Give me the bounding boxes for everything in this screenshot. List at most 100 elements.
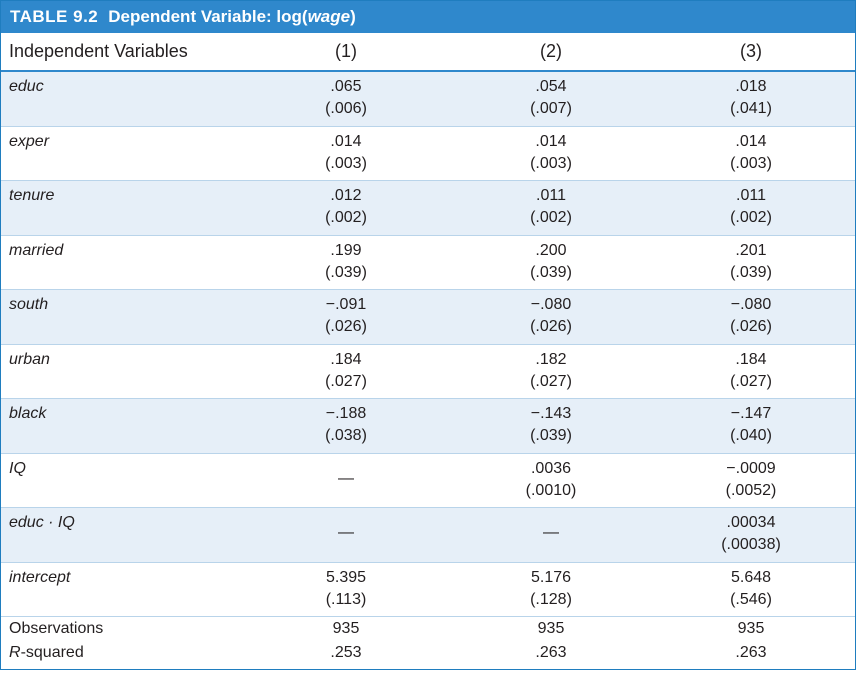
coef-cell-col-1: .065 (.006)	[241, 72, 451, 120]
header-col-2: (2)	[540, 41, 562, 61]
coef-cell-col-1: 5.395 (.113)	[241, 563, 451, 611]
coef-cell-col-2: −.143 (.039)	[451, 399, 651, 447]
coef-cell-col-3: .011 (.002)	[651, 181, 851, 229]
rsquared-label-rest: -squared	[20, 644, 84, 661]
standard-error: (.003)	[325, 154, 367, 172]
variable-name: urban	[9, 350, 50, 368]
coefficient-estimate: .018	[735, 78, 767, 95]
header-independent-variables: Independent Variables	[9, 41, 188, 61]
coef-cell-col-2: .011 (.002)	[451, 181, 651, 229]
coef-cell-col-1: .199 (.039)	[241, 236, 451, 284]
rsquared-col-2: .263	[535, 644, 567, 661]
coef-cell-col-2: .014 (.003)	[451, 127, 651, 175]
coef-cell-col-1: —	[241, 454, 451, 490]
table-number: TABLE 9.2	[10, 7, 99, 26]
rsquared-row: R-squared .253 .263 .263	[1, 641, 851, 665]
standard-error: (.040)	[730, 427, 772, 444]
table-caption-close: )	[350, 7, 356, 26]
standard-error: (.027)	[730, 372, 772, 390]
coef-cell-col-2: .182 (.027)	[451, 345, 651, 393]
coef-cell-col-2: .200 (.039)	[451, 236, 651, 284]
table-row: tenure .012 (.002) .011 (.002) .011 (.002)	[1, 181, 855, 236]
coef-cell-col-3: .014 (.003)	[651, 127, 851, 175]
coef-cell-col-1: −.091 (.026)	[241, 290, 451, 338]
observations-col-1: 935	[332, 620, 360, 637]
standard-error: (.007)	[530, 100, 572, 117]
table-body: educ .065 (.006) .054 (.007) .018 (.041) exper.…	[1, 72, 855, 617]
coef-cell-col-3: .018 (.041)	[651, 72, 851, 120]
table-title: TABLE 9.2 Dependent Variable: log(wage)	[1, 1, 855, 33]
coefficient-estimate: .014	[535, 132, 567, 150]
table-row: intercept 5.395 (.113) 5.176 (.128) 5.648 (.54…	[1, 563, 855, 617]
standard-error: (.027)	[530, 372, 572, 390]
coef-cell-col-1: .014 (.003)	[241, 127, 451, 175]
standard-error: (.0052)	[725, 481, 777, 499]
coefficient-estimate: —	[338, 524, 354, 541]
standard-error: (.006)	[325, 100, 367, 117]
coef-cell-col-3: .201 (.039)	[651, 236, 851, 284]
standard-error: (.026)	[325, 318, 367, 335]
coefficient-estimate: −.188	[325, 405, 367, 422]
rsquared-col-1: .253	[330, 644, 362, 661]
standard-error: (.003)	[530, 154, 572, 172]
observations-label: Observations	[9, 620, 104, 637]
table-row: south −.091 (.026) −.080 (.026) −.080 (.026)	[1, 290, 855, 345]
variable-name: exper	[9, 132, 50, 150]
coefficient-estimate: —	[338, 469, 354, 487]
coef-cell-col-2: 5.176 (.128)	[451, 563, 651, 611]
coefficient-estimate: .011	[736, 187, 766, 204]
table-header-row: Independent Variables (1) (2) (3)	[1, 33, 855, 72]
coefficient-estimate: 5.395	[325, 568, 367, 586]
coefficient-estimate: .065	[330, 78, 362, 95]
coefficient-estimate: .200	[535, 241, 567, 259]
variable-name: tenure	[9, 187, 55, 204]
coefficient-estimate: .184	[330, 350, 362, 368]
coef-cell-col-3: .184 (.027)	[651, 345, 851, 393]
coefficient-estimate: −.143	[530, 405, 572, 422]
coefficient-estimate: −.080	[530, 296, 572, 313]
standard-error: (.039)	[530, 427, 572, 444]
coefficient-estimate: .011	[536, 187, 566, 204]
variable-name: educ	[9, 78, 44, 95]
rsquared-label-r: R	[9, 644, 21, 661]
coefficient-estimate: −.080	[730, 296, 772, 313]
coef-cell-col-3: 5.648 (.546)	[651, 563, 851, 611]
coefficient-estimate: .054	[535, 78, 567, 95]
table-row: married .199 (.039) .200 (.039) .201 (.039)	[1, 236, 855, 290]
table-caption-var: wage	[307, 7, 351, 26]
standard-error: (.026)	[730, 318, 772, 335]
coef-cell-col-3: −.080 (.026)	[651, 290, 851, 338]
coefficient-estimate: .201	[735, 241, 767, 259]
standard-error: (.128)	[530, 590, 572, 608]
coefficient-estimate: .00034	[726, 514, 776, 531]
standard-error: (.113)	[325, 590, 367, 608]
table-row: IQ — .0036 (.0010) −.0009 (.0052)	[1, 454, 855, 508]
variable-name: intercept	[9, 568, 71, 586]
coefficient-estimate: −.0009	[726, 459, 776, 477]
coefficient-estimate: 5.176	[530, 568, 572, 586]
standard-error: (.003)	[730, 154, 772, 172]
variable-name: married	[9, 241, 64, 259]
coef-cell-col-2: −.080 (.026)	[451, 290, 651, 338]
variable-name: educ · IQ	[9, 514, 75, 531]
variable-name: IQ	[9, 459, 26, 477]
observations-col-3: 935	[737, 620, 765, 637]
rsquared-col-3: .263	[735, 644, 767, 661]
standard-error: (.026)	[530, 318, 572, 335]
table-row: exper .014 (.003) .014 (.003) .014 (.003)	[1, 127, 855, 181]
coef-cell-col-1: —	[241, 508, 451, 544]
coef-cell-col-3: .00034 (.00038)	[651, 508, 851, 556]
standard-error: (.027)	[325, 372, 367, 390]
standard-error: (.002)	[530, 209, 572, 226]
observations-col-2: 935	[537, 620, 565, 637]
standard-error: (.038)	[325, 427, 367, 444]
variable-name: south	[9, 296, 49, 313]
standard-error: (.546)	[730, 590, 772, 608]
standard-error: (.00038)	[721, 536, 781, 553]
observations-row: Observations 935 935 935	[1, 617, 851, 641]
variable-name: black	[9, 405, 47, 422]
table-stats: Observations 935 935 935 R-squared .253 …	[1, 617, 855, 673]
standard-error: (.0010)	[525, 481, 577, 499]
standard-error: (.041)	[730, 100, 772, 117]
